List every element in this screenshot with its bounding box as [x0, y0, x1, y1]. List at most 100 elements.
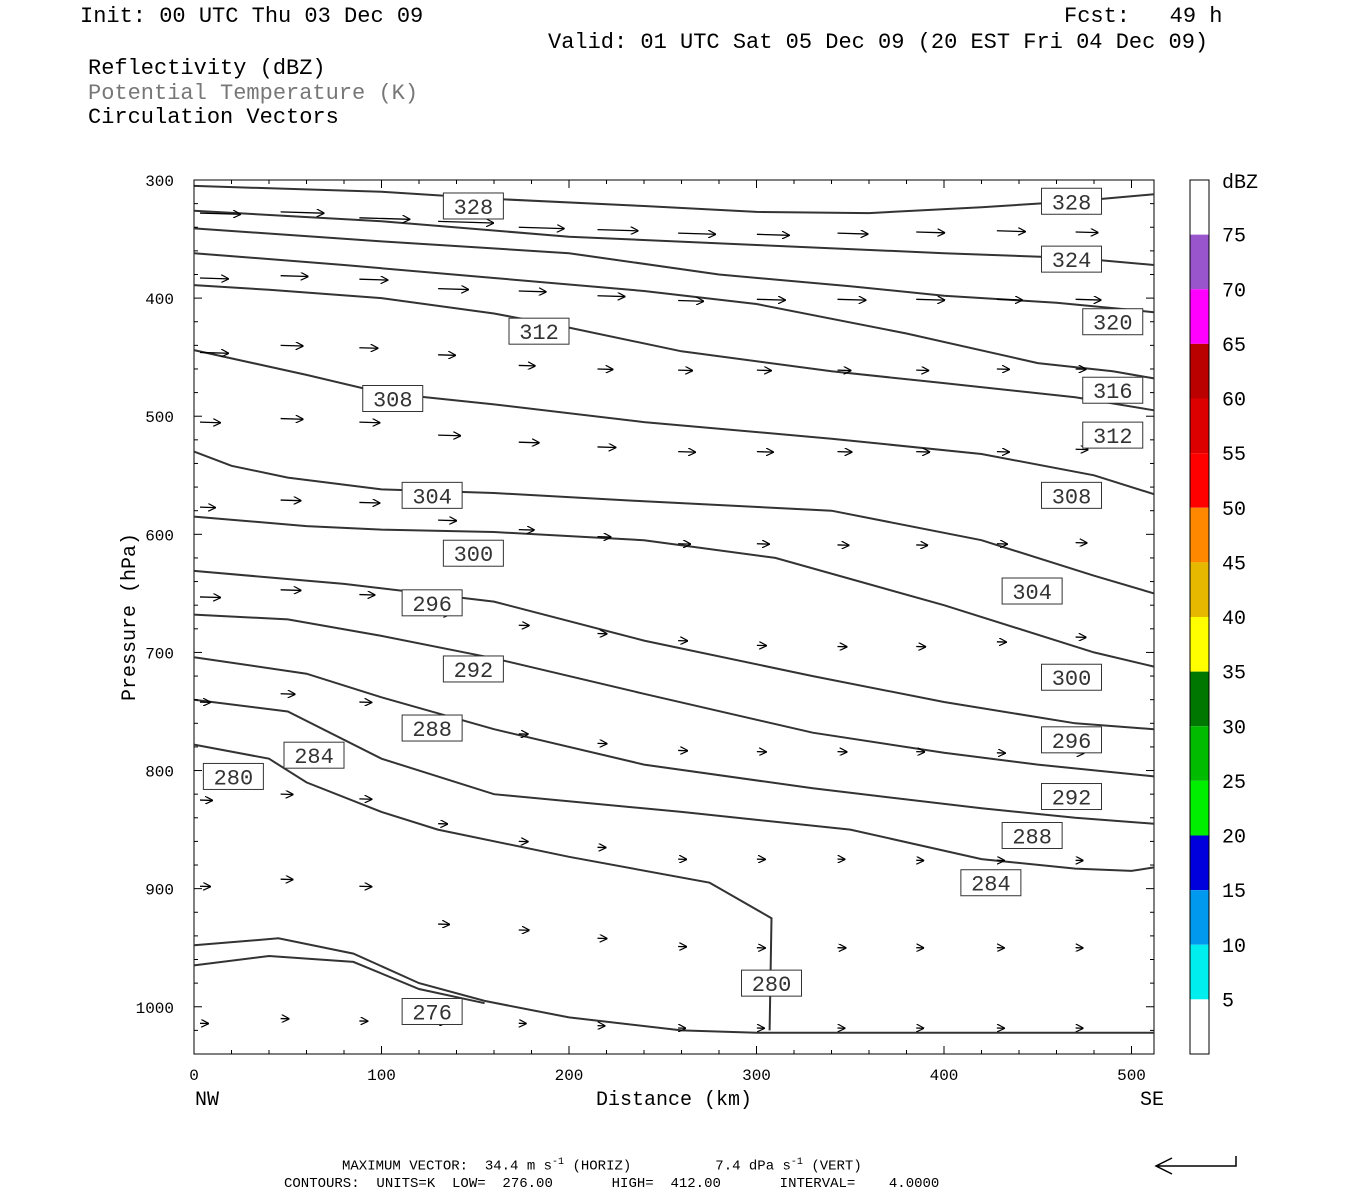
x-tick-label: 200 — [555, 1067, 584, 1085]
colorbar-label: 50 — [1222, 499, 1246, 522]
x-tick-label: 100 — [367, 1067, 396, 1085]
theta-contour-288 — [193, 656, 1155, 825]
circulation-vector — [996, 299, 1022, 300]
circulation-vector — [996, 231, 1025, 232]
contour-label-text: 284 — [294, 745, 334, 770]
contour-info-line: CONTOURS: UNITS=K LOW= 276.00 HIGH= 412.… — [284, 1176, 940, 1192]
circulation-vector — [280, 500, 301, 501]
colorbar-swatch — [1190, 780, 1209, 836]
circulation-vector — [837, 233, 868, 234]
circulation-vector — [199, 278, 228, 279]
circulation-vector — [359, 502, 379, 503]
circulation-vector — [199, 213, 240, 214]
contour-label-box — [508, 317, 570, 345]
colorbar-label: 20 — [1222, 827, 1246, 850]
contour-label-box — [1041, 245, 1102, 273]
colorbar-unit: dBZ — [1222, 172, 1258, 195]
contour-label-text: 312 — [519, 321, 559, 346]
theta-contour-300 — [193, 515, 1155, 668]
y-tick-label: 800 — [145, 764, 174, 782]
colorbar-label: 30 — [1222, 717, 1246, 740]
circulation-vector — [518, 291, 546, 292]
colorbar-swatch — [1190, 507, 1209, 563]
circulation-vector — [359, 348, 377, 349]
contour-label-text: 296 — [412, 593, 452, 618]
contour-label-box — [401, 589, 463, 617]
contour-label-text: 280 — [752, 973, 792, 998]
valid-time: Valid: 01 UTC Sat 05 Dec 09 (20 EST Fri … — [548, 30, 1209, 55]
circulation-vector — [438, 520, 456, 521]
contour-label-text: 276 — [412, 1001, 452, 1026]
contour-label-box — [1041, 783, 1102, 811]
theta-contour-320 — [193, 227, 1155, 314]
legend-potential-temperature: Potential Temperature (K) — [88, 81, 419, 106]
contour-label-text: 288 — [1012, 826, 1052, 851]
theta-contour-276 — [193, 954, 485, 1005]
contour-label-box — [442, 539, 504, 567]
circulation-vector — [199, 422, 220, 423]
contour-label-text: 320 — [1093, 312, 1133, 337]
contour-label-text: 308 — [373, 389, 413, 414]
colorbar-swatch — [1190, 617, 1209, 672]
contour-label-text: 280 — [214, 766, 254, 791]
contour-label-text: 296 — [1052, 730, 1092, 755]
colorbar-swatch — [1190, 890, 1209, 945]
colorbar-swatch — [1190, 453, 1209, 508]
legend-circulation-vectors: Circulation Vectors — [88, 105, 339, 130]
circulation-vector — [1075, 232, 1098, 233]
circulation-vector — [518, 442, 539, 443]
circulation-vector — [678, 452, 695, 453]
y-tick-label: 700 — [145, 645, 174, 663]
circulation-vector — [280, 590, 301, 591]
contour-label-text: 284 — [971, 873, 1011, 898]
colorbar-swatch — [1190, 726, 1209, 781]
contour-label-box — [442, 192, 504, 220]
circulation-vector — [438, 355, 455, 356]
contour-label-box — [1082, 376, 1144, 404]
theta-contour-276 — [193, 937, 1154, 1034]
circulation-vector — [597, 230, 638, 231]
x-tick-label: 500 — [1117, 1067, 1146, 1085]
contour-label-text: 316 — [1093, 380, 1133, 405]
contour-label-box — [1082, 308, 1144, 336]
contour-label-box — [1041, 726, 1102, 754]
contour-label-box — [1001, 822, 1063, 849]
theta-contour-328 — [193, 184, 1155, 215]
circulation-vector — [359, 422, 379, 423]
y-tick-label: 600 — [145, 527, 174, 545]
theta-contour-312 — [193, 284, 1155, 412]
contour-label-text: 324 — [1052, 249, 1092, 274]
contour-label-text: 304 — [1012, 581, 1052, 606]
circulation-vector — [199, 597, 220, 598]
colorbar-label: 10 — [1222, 936, 1246, 959]
colorbar-swatch — [1190, 999, 1209, 1054]
circulation-vector — [678, 300, 703, 301]
circulation-vector — [280, 345, 303, 346]
theta-contour-292 — [193, 613, 1155, 778]
colorbar-label: 35 — [1222, 663, 1246, 686]
contour-label-text: 328 — [454, 196, 494, 221]
circulation-vector — [916, 232, 944, 233]
theta-contour-296 — [193, 569, 1155, 731]
theta-contour-284 — [193, 698, 1155, 872]
colorbar-swatch — [1190, 234, 1209, 290]
reference-vector-arrow — [1154, 1156, 1237, 1175]
colorbar-swatch — [1190, 180, 1209, 235]
contour-label-text: 304 — [412, 485, 452, 510]
colorbar-swatch — [1190, 671, 1209, 727]
colorbar-swatch — [1190, 562, 1209, 617]
circulation-vector — [518, 227, 564, 228]
colorbar-label: 25 — [1222, 772, 1246, 795]
circulation-vector — [280, 276, 308, 277]
plot-frame — [193, 179, 1155, 1055]
x-tick-label: 0 — [189, 1067, 199, 1085]
colorbar-label: 5 — [1222, 990, 1234, 1013]
circulation-vector — [837, 299, 866, 300]
colorbar-label: 65 — [1222, 335, 1246, 358]
circulation-vector — [359, 218, 409, 220]
y-tick-label: 900 — [145, 882, 174, 900]
contour-label-text: 328 — [1052, 191, 1092, 216]
contour-label-text: 292 — [454, 659, 494, 684]
contour-label-text: 300 — [1052, 667, 1092, 692]
contour-label-box — [283, 741, 345, 769]
